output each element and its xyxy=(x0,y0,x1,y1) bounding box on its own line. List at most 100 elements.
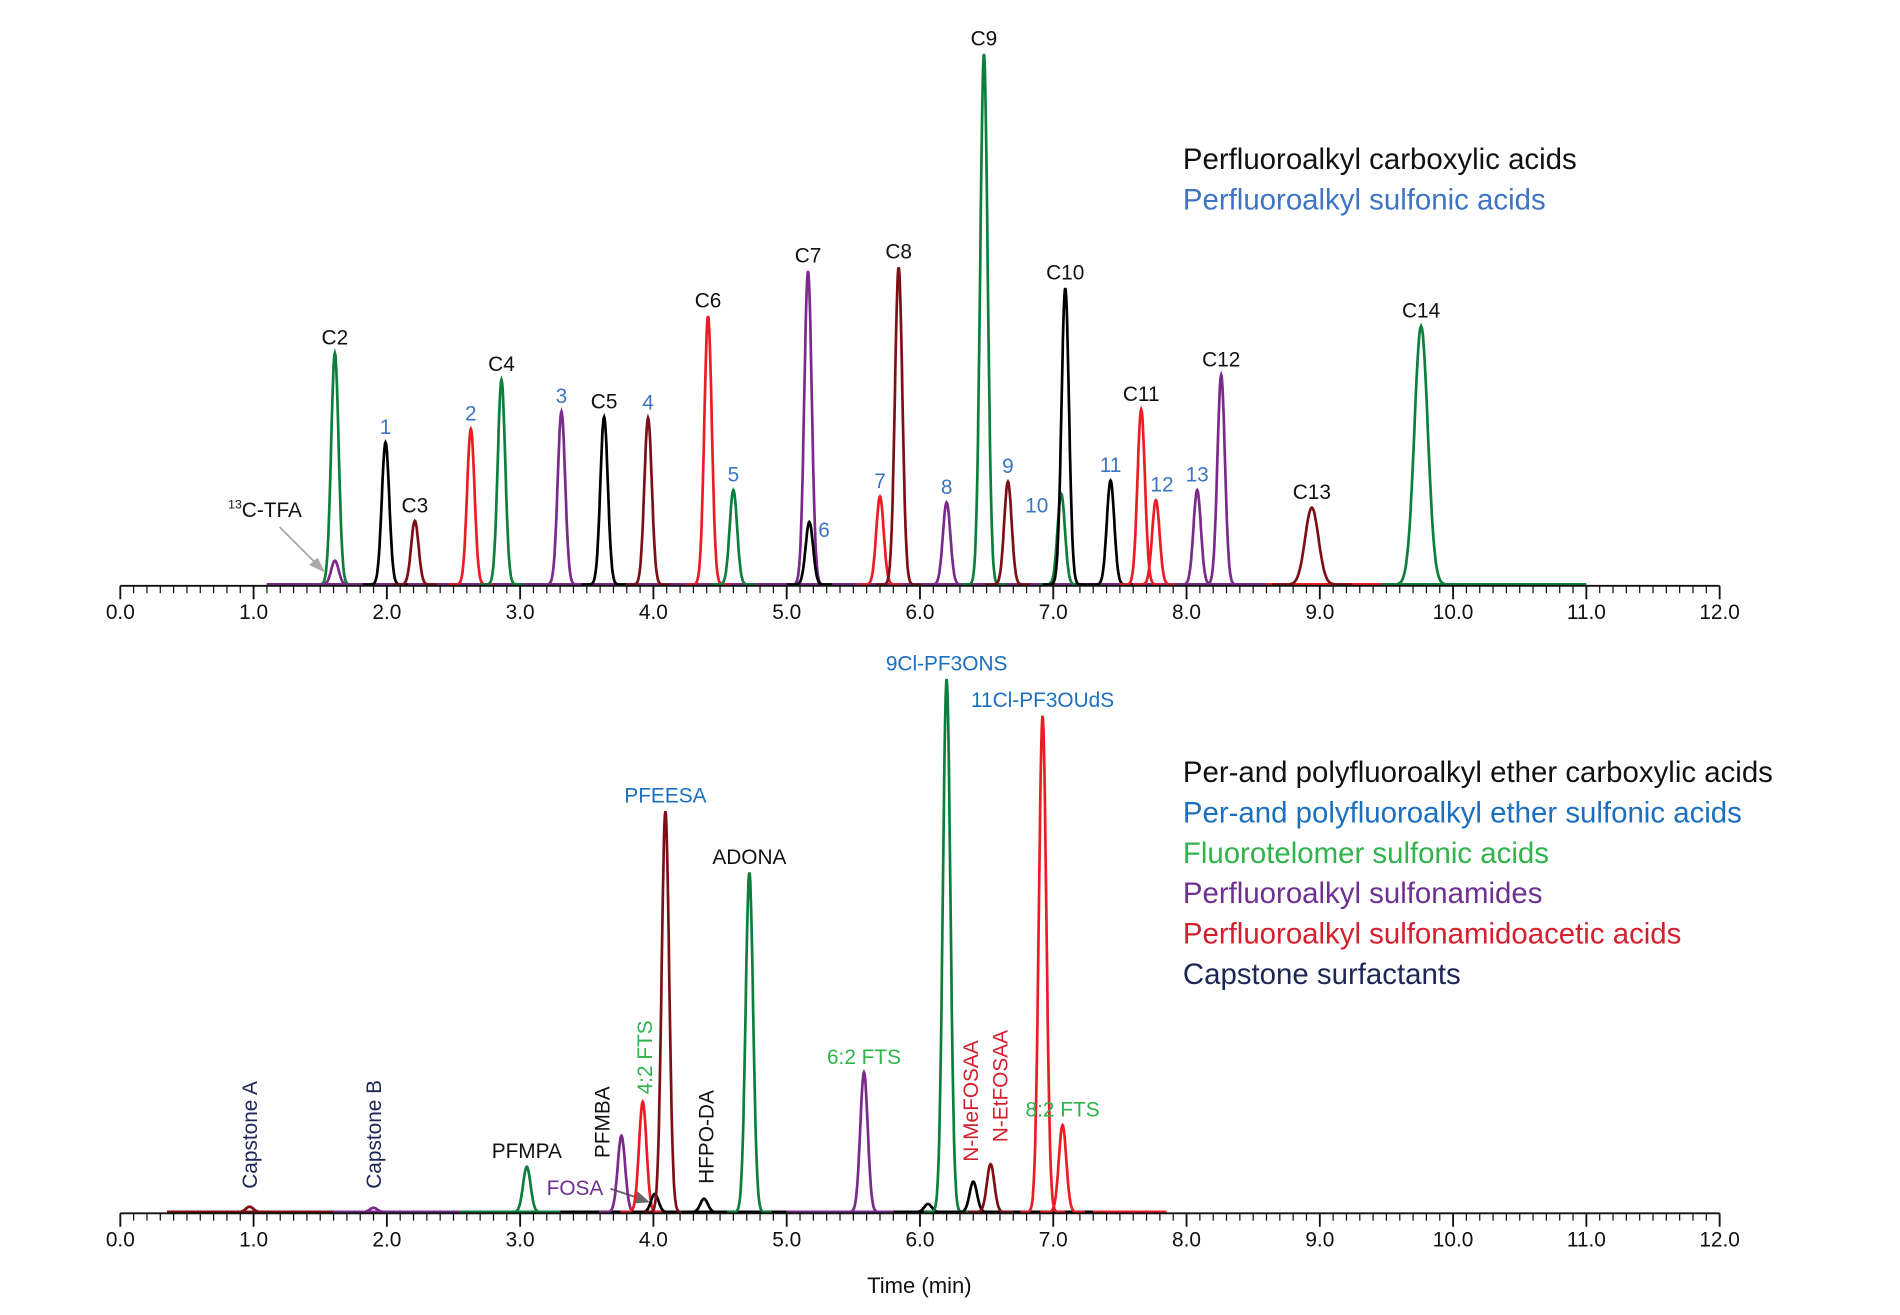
peak-label: C9 xyxy=(971,27,998,50)
peak-trace-hfpo-da xyxy=(681,1197,727,1214)
peak-label: 4 xyxy=(642,391,654,414)
peak-label: C14 xyxy=(1402,300,1440,323)
peak-label: 2 xyxy=(465,403,477,426)
x-tick-label: 9.0 xyxy=(1305,1228,1334,1251)
peak-trace-capstone-a xyxy=(227,1205,273,1214)
peak-trace-capstone-b xyxy=(351,1206,396,1214)
peak-label: C2 xyxy=(322,327,349,350)
peak-label: HFPO-DA xyxy=(695,1090,718,1184)
x-tick-label: 8.0 xyxy=(1172,601,1201,624)
peak-label: 6:2 FTS xyxy=(827,1046,901,1069)
peak-label: 4:2 FTS xyxy=(634,1020,657,1094)
x-tick-label: 6.0 xyxy=(905,601,934,624)
peak-label: Capstone B xyxy=(363,1080,386,1189)
peak-label: ADONA xyxy=(712,846,786,869)
peak-trace-4-2-fts xyxy=(620,1099,666,1214)
x-tick-label: 12.0 xyxy=(1699,1228,1740,1251)
peak-trace xyxy=(312,559,357,586)
peak-trace-c4 xyxy=(479,375,524,586)
legend-entry-fluorotelomer: Fluorotelomer sulfonic acids xyxy=(1183,837,1549,870)
peak-label: C10 xyxy=(1046,261,1084,284)
peak-label: 8 xyxy=(941,476,953,499)
peak-trace-n-mefosaa xyxy=(950,1180,996,1214)
peak-label: 13 xyxy=(1186,464,1209,487)
peak-label: 12 xyxy=(1150,474,1173,497)
x-tick-label: 10.0 xyxy=(1433,1228,1474,1251)
peak-trace-11cl-pf3ouds xyxy=(1020,715,1065,1214)
x-axis-title: Time (min) xyxy=(867,1273,972,1298)
peak-trace-6-2-fts xyxy=(841,1069,887,1214)
x-tick-label: 0.0 xyxy=(106,601,135,624)
peak-trace-n-etfosaa xyxy=(968,1162,1013,1214)
bottom-legend: Per-and polyfluoroalkyl ether carboxylic… xyxy=(1183,756,1773,991)
peak-trace-c5 xyxy=(581,412,627,586)
peak-label: N-MeFOSAA xyxy=(960,1040,983,1162)
peak-trace-c3 xyxy=(392,518,438,586)
x-tick-label: 4.0 xyxy=(639,1228,668,1251)
peak-trace-c9 xyxy=(961,53,1007,586)
13c-tfa-annotation: 13C-TFA xyxy=(228,498,325,573)
peak-label: FOSA xyxy=(547,1177,604,1200)
x-tick-label: 11.0 xyxy=(1567,601,1606,624)
peak-trace-5 xyxy=(711,487,756,586)
x-tick-label: 12.0 xyxy=(1699,601,1740,624)
peak-trace-c14 xyxy=(1381,322,1462,586)
peak-label: C4 xyxy=(488,353,515,376)
peak-trace-c8 xyxy=(876,267,922,586)
peak-label: C13 xyxy=(1293,481,1331,504)
peak-label: 9Cl-PF3ONS xyxy=(886,652,1008,675)
peak-trace-c11 xyxy=(1118,405,1164,586)
peak-trace-6 xyxy=(787,519,832,586)
peak-label: PFEESA xyxy=(624,785,706,808)
x-tick-label: 9.0 xyxy=(1305,601,1334,624)
x-tick-label: 5.0 xyxy=(772,1228,801,1251)
13c-tfa-superscript: 13 xyxy=(228,498,242,512)
13c-tfa-label: 13C-TFA xyxy=(228,498,302,523)
peak-label: 3 xyxy=(556,385,568,408)
peak-trace-c6 xyxy=(685,315,731,586)
top-legend: Perfluoroalkyl carboxylic acids Perfluor… xyxy=(1183,143,1577,216)
peak-label: C3 xyxy=(402,494,429,517)
peak-trace-9 xyxy=(985,478,1031,586)
peak-label: 10 xyxy=(1025,494,1048,517)
x-tick-label: 3.0 xyxy=(506,1228,535,1251)
peak-label: C12 xyxy=(1202,348,1240,371)
peak-label: 11 xyxy=(1100,454,1122,477)
legend-entry-ether-sulfonic: Per-and polyfluoroalkyl ether sulfonic a… xyxy=(1183,796,1742,829)
x-tick-label: 2.0 xyxy=(372,601,401,624)
x-tick-label: 3.0 xyxy=(506,601,535,624)
peak-trace-3 xyxy=(539,407,584,586)
legend-entry-sulfonamides: Perfluoroalkyl sulfonamides xyxy=(1183,877,1543,910)
13c-tfa-text: C-TFA xyxy=(242,499,302,522)
legend-entry-sulfonamidoacetic: Perfluoroalkyl sulfonamidoacetic acids xyxy=(1183,918,1682,951)
peak-trace-c10 xyxy=(1042,287,1088,586)
peak-trace-adona xyxy=(726,872,772,1214)
x-tick-label: 0.0 xyxy=(106,1228,135,1251)
peak-label: Capstone A xyxy=(239,1081,262,1189)
13c-tfa-arrow xyxy=(278,526,320,567)
peak-trace-8 xyxy=(924,499,969,586)
x-tick-label: 1.0 xyxy=(239,601,268,624)
x-tick-label: 6.0 xyxy=(905,1228,934,1251)
peak-label: 9 xyxy=(1002,455,1014,478)
peak-trace-12 xyxy=(1133,498,1179,586)
legend-entry-capstone: Capstone surfactants xyxy=(1183,958,1461,991)
x-tick-label: 4.0 xyxy=(639,601,668,624)
legend-entry-sulfonic: Perfluoroalkyl sulfonic acids xyxy=(1183,184,1546,217)
legend-entry-carboxylic: Perfluoroalkyl carboxylic acids xyxy=(1183,143,1577,176)
peak-label: C5 xyxy=(591,390,618,413)
peak-trace xyxy=(905,1202,951,1214)
peak-trace-c12 xyxy=(1198,370,1244,586)
peak-label: 7 xyxy=(874,470,886,493)
peak-trace-c2 xyxy=(312,347,357,586)
peak-label: 8:2 FTS xyxy=(1026,1099,1100,1122)
peak-trace-13 xyxy=(1174,487,1220,586)
peak-trace-8-2-fts xyxy=(1040,1122,1085,1214)
peak-label: 6 xyxy=(818,519,830,542)
peak-label: N-EtFOSAA xyxy=(990,1030,1013,1142)
legend-entry-ether-carboxylic: Per-and polyfluoroalkyl ether carboxylic… xyxy=(1183,756,1773,789)
bottom-chromatogram: Per-and polyfluoroalkyl ether carboxylic… xyxy=(106,652,1773,1298)
peak-label: C8 xyxy=(885,241,912,264)
x-tick-label: 10.0 xyxy=(1433,601,1474,624)
